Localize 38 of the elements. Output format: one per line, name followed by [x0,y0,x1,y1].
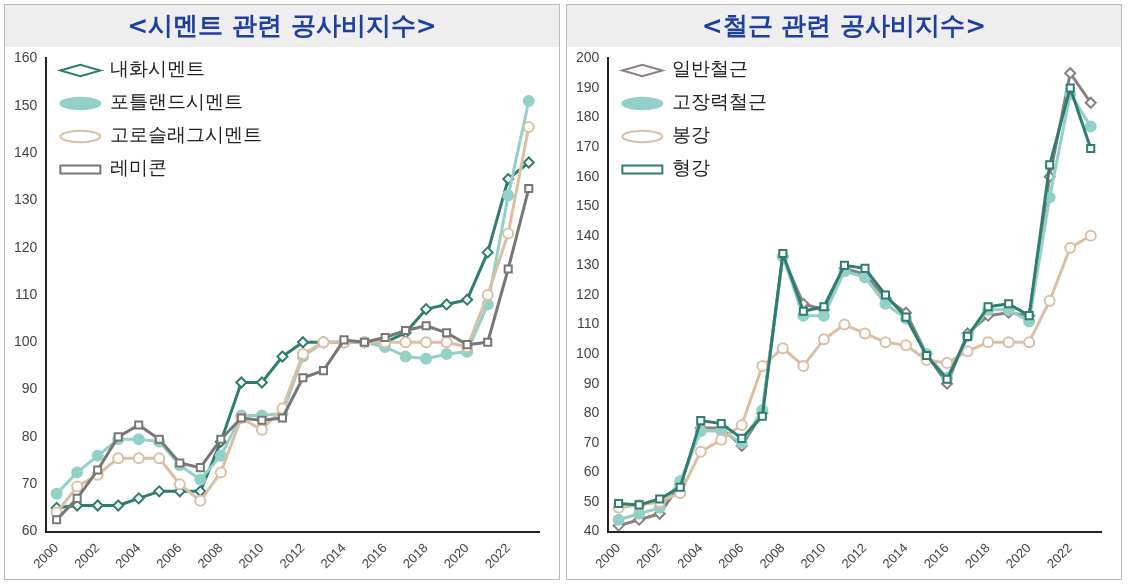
chart-title: <철근 관련 공사비지수> [567,5,1121,47]
y-tick-label: 190 [576,78,600,95]
y-tick-label: 90 [21,380,38,397]
y-tick-label: 160 [14,49,38,66]
y-tick-label: 160 [576,167,600,184]
y-tick-label: 150 [14,96,38,113]
y-tick-label: 130 [14,191,38,208]
y-tick-label: 180 [576,108,600,125]
y-tick-label: 60 [583,463,600,480]
legend-label: 일반철근 [671,57,748,80]
chart-title: <시멘트 관련 공사비지수> [5,5,559,47]
y-tick-label: 150 [576,197,600,214]
y-tick-label: 120 [14,238,38,255]
y-tick-label: 110 [577,315,600,332]
y-tick-label: 80 [583,404,600,421]
y-tick-label: 140 [576,226,600,243]
y-tick-label: 110 [15,285,38,302]
y-tick-label: 120 [576,285,600,302]
y-tick-label: 140 [14,143,38,160]
y-tick-label: 100 [14,333,38,350]
y-tick-label: 90 [583,374,600,391]
legend-label: 봉강 [671,123,710,146]
y-tick-label: 70 [583,433,600,450]
y-tick-label: 40 [583,522,600,539]
legend-label: 레미콘 [109,156,167,179]
y-tick-label: 80 [21,427,38,444]
y-tick-label: 70 [21,475,38,492]
y-tick-label: 200 [576,49,600,66]
y-tick-label: 60 [21,522,38,539]
legend-label: 고장력철근 [671,90,767,113]
y-tick-label: 50 [583,492,600,509]
legend-label: 고로슬래그시멘트 [109,123,262,146]
legend-label: 형강 [671,156,710,179]
y-tick-label: 170 [576,137,600,154]
y-tick-label: 130 [576,256,600,273]
legend-label: 포틀랜드시멘트 [109,90,243,113]
y-tick-label: 100 [576,344,600,361]
legend-label: 내화시멘트 [109,57,205,80]
